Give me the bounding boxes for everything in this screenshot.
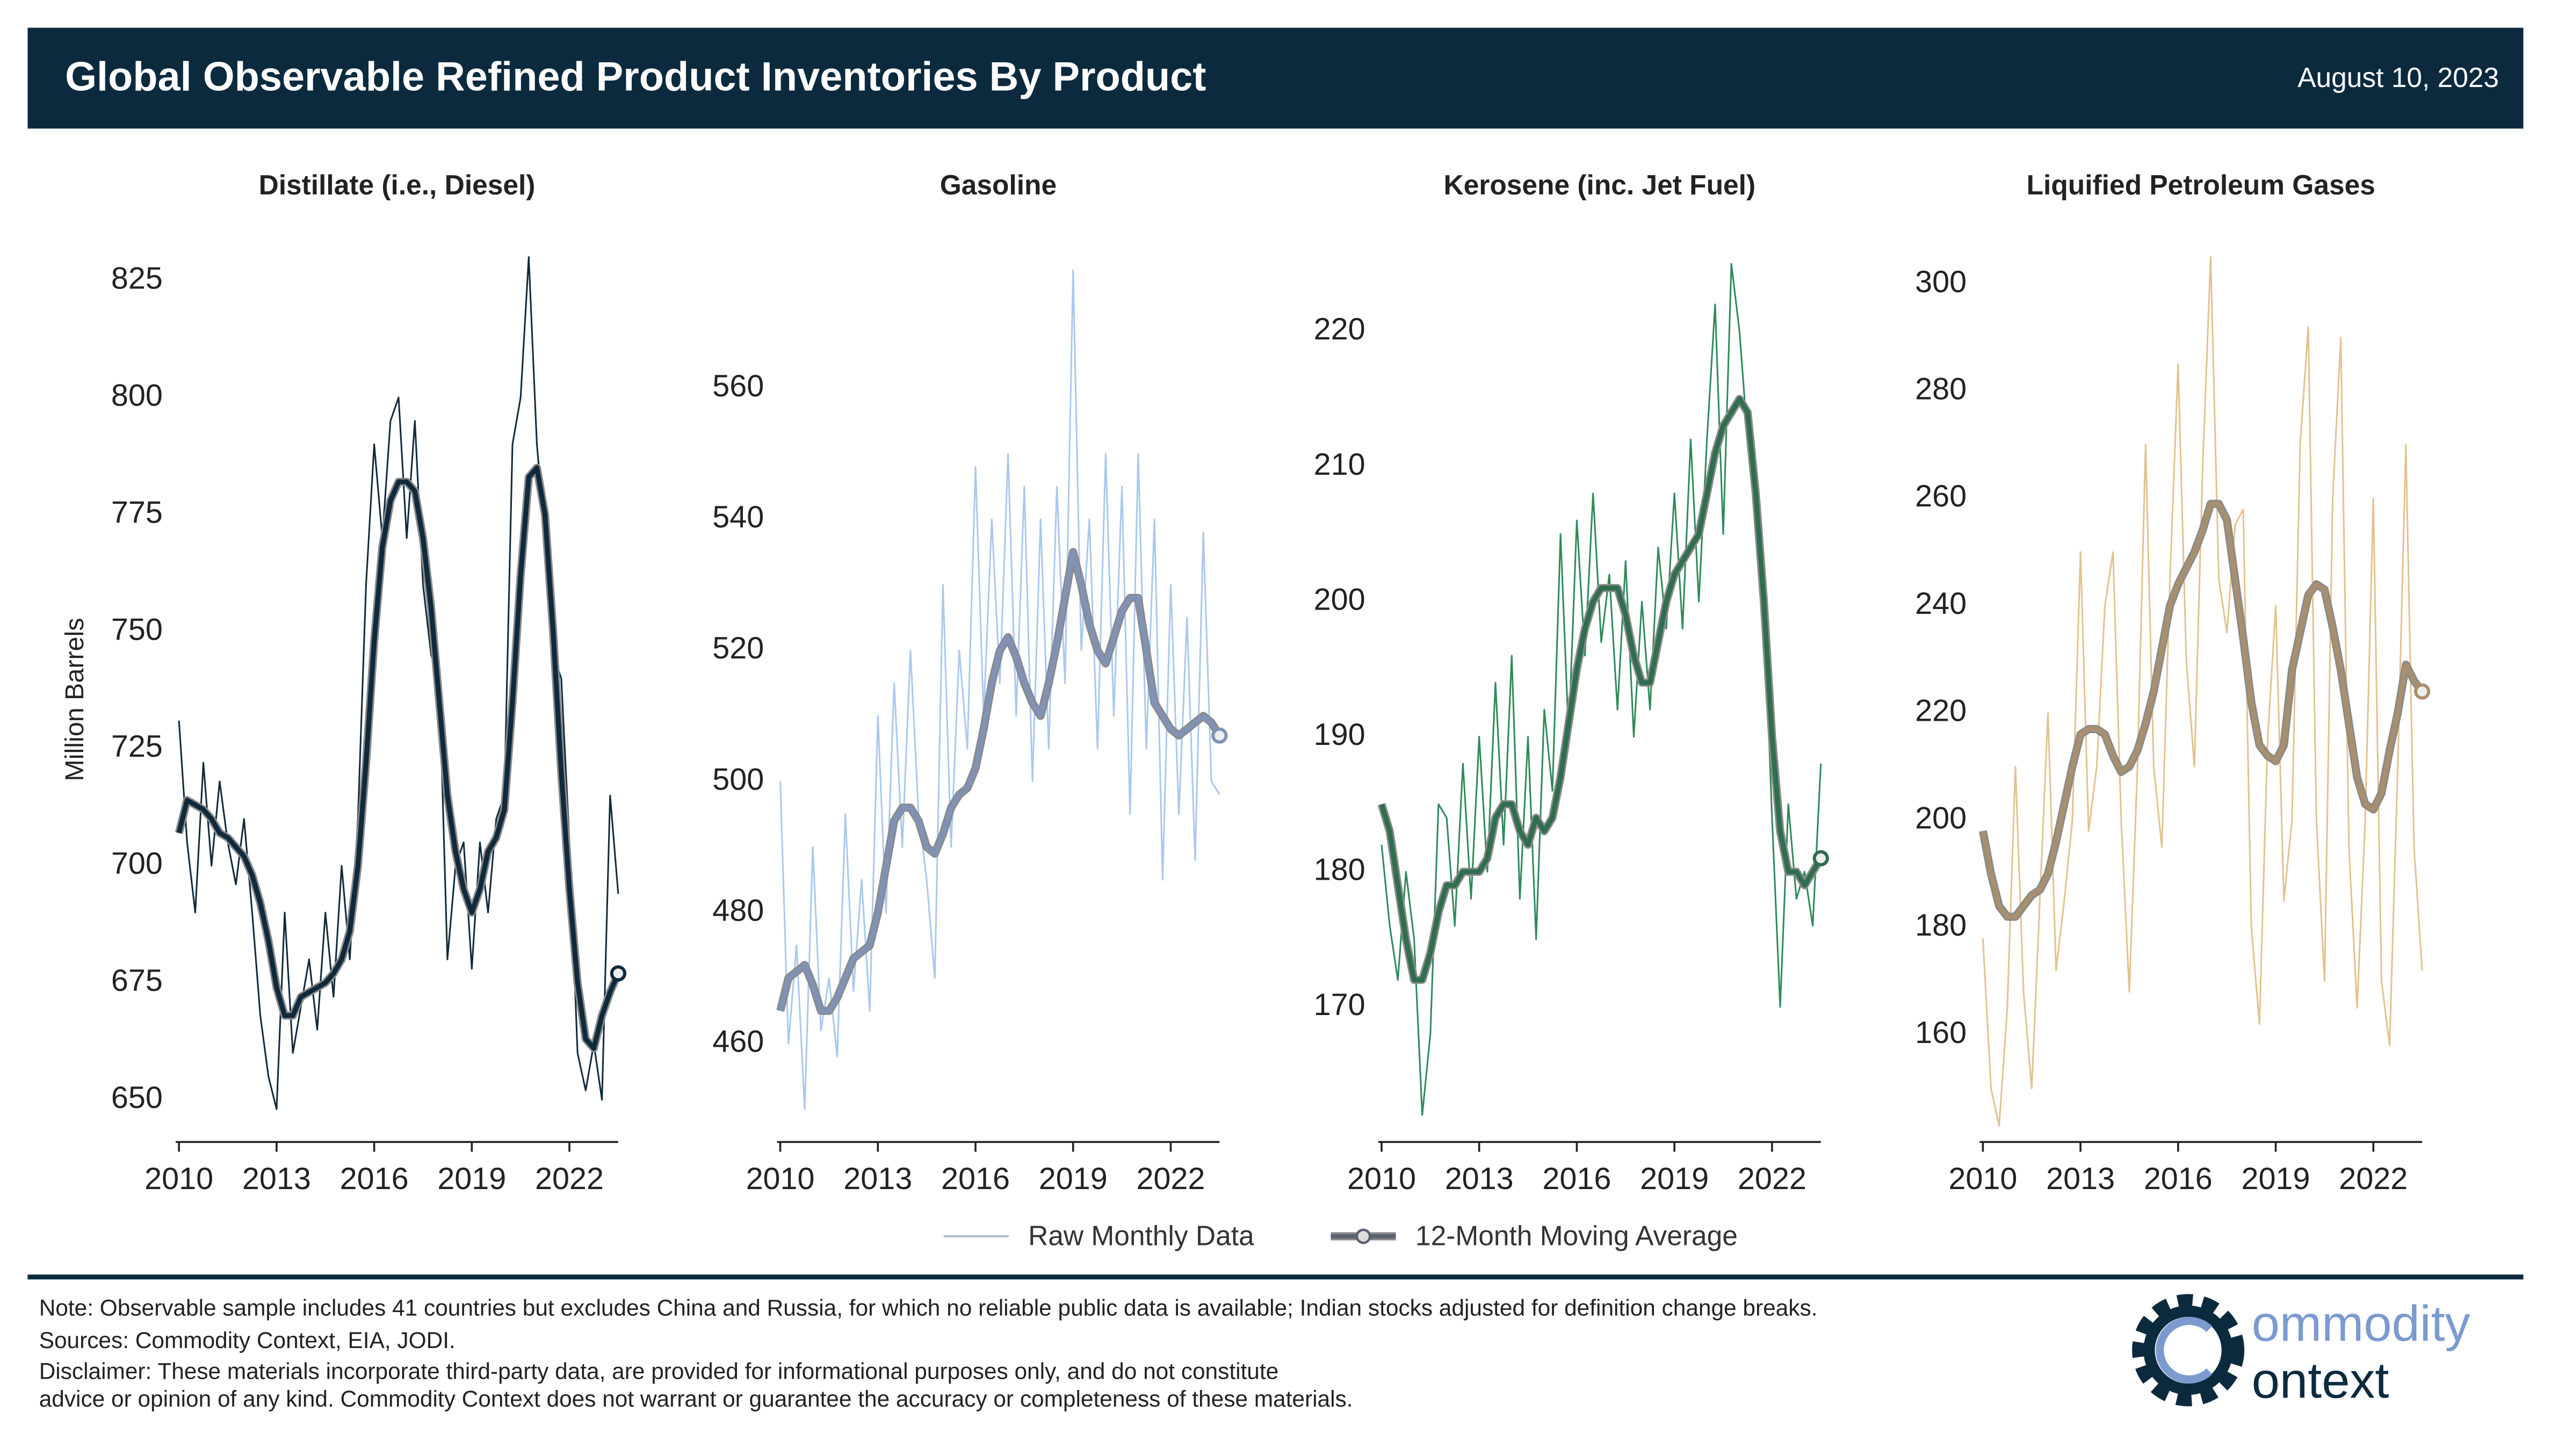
y-tick-label: 160	[1915, 1016, 1967, 1050]
y-tick-label: 300	[1915, 265, 1967, 299]
x-tick-label: 2019	[1640, 1162, 1709, 1196]
panel-title: Gasoline	[940, 169, 1057, 200]
legend-label: 12-Month Moving Average	[1415, 1220, 1738, 1251]
x-tick-label: 2013	[2046, 1162, 2115, 1196]
legend-label: Raw Monthly Data	[1028, 1220, 1254, 1251]
y-tick-label: 220	[1915, 694, 1967, 728]
footer-note: advice or opinion of any kind. Commodity…	[39, 1386, 1353, 1411]
y-tick-label: 750	[111, 612, 163, 647]
page-date: August 10, 2023	[2297, 62, 2499, 93]
y-tick-label: 210	[1314, 447, 1365, 482]
end-marker	[2413, 683, 2431, 700]
x-tick-label: 2022	[535, 1162, 604, 1196]
logo-gear	[2132, 1294, 2245, 1407]
x-tick-label: 2013	[1445, 1162, 1514, 1196]
moving-average-outline	[1978, 499, 2426, 921]
y-tick-label: 520	[712, 631, 764, 665]
page-title: Global Observable Refined Product Invent…	[65, 54, 1206, 100]
logo-text: ontext	[2252, 1352, 2389, 1408]
x-tick-label: 2016	[941, 1162, 1010, 1196]
y-tick-label: 260	[1915, 479, 1967, 513]
logo: ommodity ontext	[2132, 1294, 2470, 1408]
y-tick-label: 800	[111, 378, 163, 412]
panel-title: Kerosene (inc. Jet Fuel)	[1444, 169, 1756, 200]
x-tick-label: 2022	[1136, 1162, 1205, 1196]
x-tick-label: 2019	[437, 1162, 506, 1196]
y-tick-label: 280	[1915, 372, 1967, 407]
x-tick-label: 2022	[1738, 1162, 1806, 1196]
logo-text: ommodity	[2252, 1295, 2470, 1351]
raw-line	[779, 269, 1220, 1110]
x-tick-label: 2016	[2144, 1162, 2213, 1196]
end-marker	[610, 965, 627, 982]
panel-title: Distillate (i.e., Diesel)	[259, 169, 536, 200]
moving-average-line	[778, 549, 1222, 1013]
y-tick-label: 200	[1314, 582, 1365, 617]
moving-average-outline	[776, 548, 1223, 1015]
legend: Raw Monthly Data 12-Month Moving Average	[943, 1220, 1738, 1251]
header-band	[27, 27, 2524, 129]
y-tick-label: 180	[1314, 852, 1365, 887]
y-tick-label: 500	[712, 762, 764, 796]
x-tick-label: 2013	[242, 1162, 311, 1196]
y-tick-label: 460	[712, 1024, 764, 1059]
footer-note: Note: Observable sample includes 41 coun…	[39, 1295, 1818, 1320]
x-tick-label: 2016	[1542, 1162, 1611, 1196]
y-tick-label: 480	[712, 893, 764, 928]
y-tick-label: 825	[111, 261, 163, 295]
y-tick-label: 775	[111, 495, 163, 530]
end-marker	[1211, 727, 1228, 744]
y-tick-label: 650	[111, 1081, 163, 1115]
moving-average-line	[176, 465, 621, 1051]
y-axis-label: Million Barrels	[60, 618, 89, 781]
end-marker	[1812, 850, 1829, 867]
y-tick-label: 675	[111, 964, 163, 998]
y-tick-label: 700	[111, 846, 163, 881]
x-tick-label: 2010	[746, 1162, 815, 1196]
y-tick-label: 180	[1915, 908, 1967, 943]
raw-line	[1381, 263, 1822, 1116]
logo-c	[2156, 1316, 2213, 1384]
y-tick-label: 190	[1314, 718, 1365, 752]
y-tick-label: 540	[712, 500, 764, 534]
legend-swatch-marker	[1355, 1228, 1371, 1244]
footer-note: Sources: Commodity Context, EIA, JODI.	[39, 1328, 456, 1353]
panel-title: Liquified Petroleum Gases	[2027, 169, 2375, 200]
x-tick-label: 2022	[2339, 1162, 2408, 1196]
raw-line	[1982, 256, 2423, 1127]
logo-gear-ring	[2143, 1305, 2233, 1395]
x-tick-label: 2010	[144, 1162, 213, 1196]
moving-average-outline	[175, 463, 622, 1053]
x-tick-label: 2019	[1039, 1162, 1108, 1196]
x-tick-label: 2016	[340, 1162, 409, 1196]
x-tick-label: 2010	[1948, 1162, 2017, 1196]
moving-average-line	[1980, 501, 2424, 919]
moving-average-line	[1379, 396, 1823, 983]
x-tick-label: 2013	[843, 1162, 912, 1196]
y-tick-label: 240	[1915, 586, 1967, 621]
y-tick-label: 725	[111, 729, 163, 764]
y-tick-label: 560	[712, 369, 764, 403]
y-tick-label: 170	[1314, 988, 1365, 1022]
y-tick-label: 220	[1314, 312, 1365, 346]
y-tick-label: 200	[1915, 801, 1967, 835]
footer-note: Disclaimer: These materials incorporate …	[39, 1359, 1279, 1384]
x-tick-label: 2010	[1347, 1162, 1416, 1196]
x-tick-label: 2019	[2242, 1162, 2310, 1196]
